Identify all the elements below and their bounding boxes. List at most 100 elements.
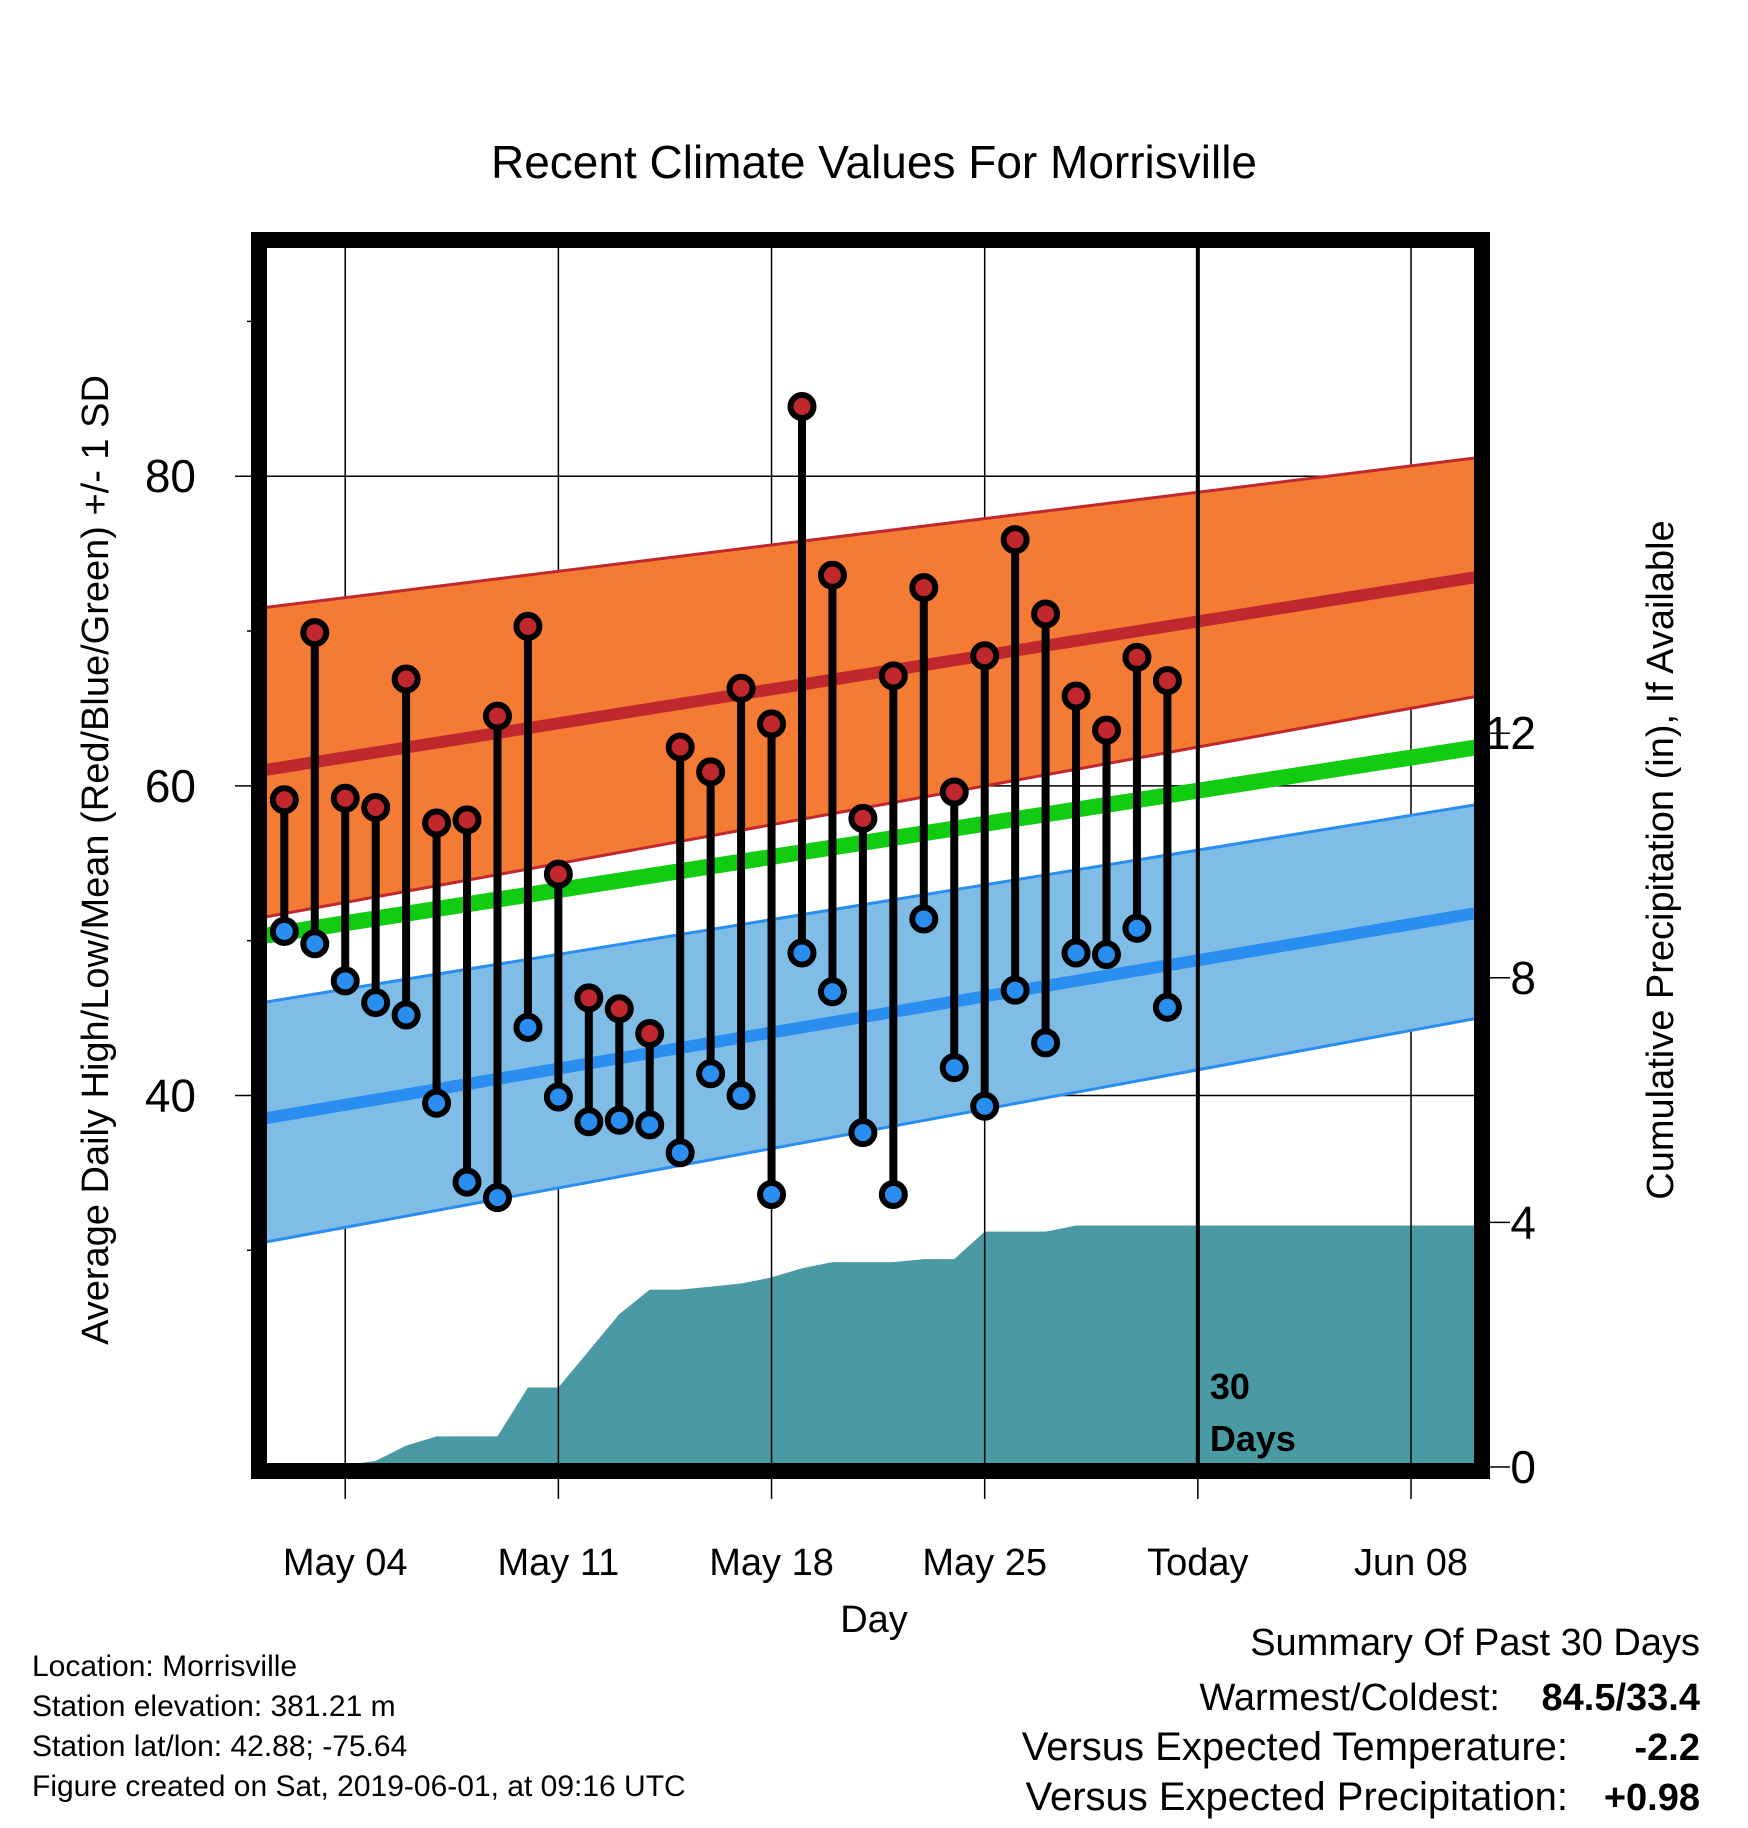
plot-frame xyxy=(251,232,1490,1479)
daily-low-point xyxy=(300,929,330,959)
precip-area xyxy=(263,1225,1478,1467)
daily-high-point xyxy=(513,611,543,641)
summary-warm-cold-value: 84.5/33.4 xyxy=(1542,1677,1700,1719)
daily-high-point xyxy=(1031,599,1061,629)
daily-low-point xyxy=(543,1082,573,1112)
daily-low-point xyxy=(330,966,360,996)
daily-high-point xyxy=(452,805,482,835)
x-tick-label: May 11 xyxy=(497,1542,619,1584)
daily-low-point xyxy=(726,1080,756,1110)
daily-high-point xyxy=(726,673,756,703)
daily-high-point xyxy=(543,859,573,889)
summary-precip-label: Versus Expected Precipitation: xyxy=(1025,1775,1568,1819)
daily-low-point xyxy=(452,1167,482,1197)
daily-low-point xyxy=(1061,938,1091,968)
daily-low-point xyxy=(939,1053,969,1083)
plot-area: 30 Days 40 60 80 0 4 8 12 May 04 May 11 May 18 May 2… xyxy=(145,232,1536,1584)
daily-low-point xyxy=(513,1012,543,1042)
daily-low-point xyxy=(696,1059,726,1089)
y2-tick-label: 12 xyxy=(1485,707,1536,759)
daily-high-point xyxy=(482,701,512,731)
daily-high-point xyxy=(878,661,908,691)
daily-low-point xyxy=(970,1091,1000,1121)
daily-low-point xyxy=(787,938,817,968)
x-tick-label: May 25 xyxy=(922,1542,1047,1584)
daily-high-point xyxy=(330,783,360,813)
y2-tick-label: 8 xyxy=(1510,952,1536,1004)
daily-high-point xyxy=(817,560,847,590)
daily-high-point xyxy=(1061,681,1091,711)
summary-title: Summary Of Past 30 Days xyxy=(1250,1622,1700,1664)
daily-low-point xyxy=(848,1118,878,1148)
location-footer: Location: Morrisville Station elevation:… xyxy=(32,1650,686,1803)
daily-high-point xyxy=(665,732,695,762)
y-tick-label: 80 xyxy=(145,450,196,502)
normal-high-line xyxy=(263,570,1478,777)
y2-tick-label: 4 xyxy=(1510,1196,1536,1248)
daily-high-point xyxy=(1091,715,1121,745)
daily-low-point xyxy=(1122,913,1152,943)
daily-high-point xyxy=(604,994,634,1024)
daily-high-point xyxy=(939,777,969,807)
y2-tick-label: 0 xyxy=(1510,1441,1536,1493)
y-axis-label: Average Daily High/Low/Mean (Red/Blue/Gr… xyxy=(75,375,117,1345)
daily-high-point xyxy=(574,983,604,1013)
footer-location: Location: Morrisville xyxy=(32,1650,297,1683)
y2-axis-label: Cumulative Precipitation (in), If Availa… xyxy=(1640,520,1682,1199)
y-tick-label: 60 xyxy=(145,760,196,812)
summary-precip-value: +0.98 xyxy=(1604,1777,1700,1819)
daily-high-point xyxy=(909,573,939,603)
x-tick-label: May 04 xyxy=(283,1542,408,1584)
daily-low-point xyxy=(1152,992,1182,1022)
daily-high-point xyxy=(970,641,1000,671)
footer-elevation: Station elevation: 381.21 m xyxy=(32,1690,396,1723)
footer-created: Figure created on Sat, 2019-06-01, at 09… xyxy=(32,1770,686,1803)
low-sd-band xyxy=(263,804,1478,1243)
daily-high-point xyxy=(848,803,878,833)
daily-high-point xyxy=(1122,642,1152,672)
daily-low-point xyxy=(1031,1028,1061,1058)
x-axis-label: Day xyxy=(840,1599,908,1641)
daily-high-point xyxy=(300,618,330,648)
footer-latlon: Station lat/lon: 42.88; -75.64 xyxy=(32,1730,407,1763)
daily-low-point xyxy=(391,1000,421,1030)
daily-low-point xyxy=(422,1088,452,1118)
daily-low-point xyxy=(482,1183,512,1213)
daily-high-point xyxy=(422,808,452,838)
summary-temp-value: -2.2 xyxy=(1635,1727,1700,1769)
summary-temp-label: Versus Expected Temperature: xyxy=(1022,1725,1568,1769)
daily-high-point xyxy=(696,757,726,787)
daily-low-point xyxy=(1091,940,1121,970)
summary-panel: Summary Of Past 30 Days Warmest/Coldest:… xyxy=(1022,1622,1700,1819)
summary-warm-cold-label: Warmest/Coldest: xyxy=(1199,1677,1500,1719)
today-annotation-unit: Days xyxy=(1210,1418,1296,1459)
daily-high-point xyxy=(787,392,817,422)
daily-low-point xyxy=(1000,975,1030,1005)
daily-high-point xyxy=(361,793,391,823)
daily-low-point xyxy=(269,916,299,946)
high-plus-sd-line xyxy=(263,456,1478,610)
x-tick-label: Today xyxy=(1147,1542,1248,1584)
daily-high-point xyxy=(757,709,787,739)
daily-high-point xyxy=(1000,525,1030,555)
daily-low-point xyxy=(817,977,847,1007)
x-tick-label: Jun 08 xyxy=(1354,1542,1468,1584)
x-tick-label: May 18 xyxy=(709,1542,834,1584)
daily-low-point xyxy=(604,1105,634,1135)
daily-high-point xyxy=(391,664,421,694)
daily-low-point xyxy=(635,1110,665,1140)
plot-content: 30 Days xyxy=(263,244,1478,1467)
high-sd-band xyxy=(263,457,1478,918)
daily-high-point xyxy=(1152,666,1182,696)
daily-low-point xyxy=(574,1107,604,1137)
y-tick-label: 40 xyxy=(145,1069,196,1121)
daily-low-point xyxy=(757,1180,787,1210)
daily-low-point xyxy=(909,904,939,934)
today-annotation-count: 30 xyxy=(1210,1366,1250,1407)
daily-low-point xyxy=(665,1138,695,1168)
daily-low-point xyxy=(361,988,391,1018)
daily-high-point xyxy=(269,785,299,815)
daily-low-point xyxy=(878,1180,908,1210)
chart-title: Recent Climate Values For Morrisville xyxy=(491,136,1257,188)
